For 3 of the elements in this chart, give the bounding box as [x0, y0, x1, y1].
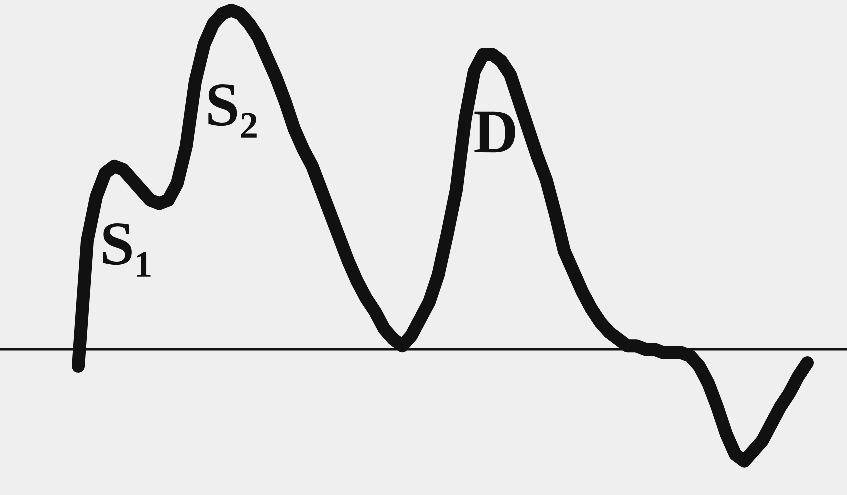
annotation: D [474, 98, 518, 167]
annotation: S₁ [100, 210, 154, 278]
annotation: S₂ [205, 71, 258, 140]
